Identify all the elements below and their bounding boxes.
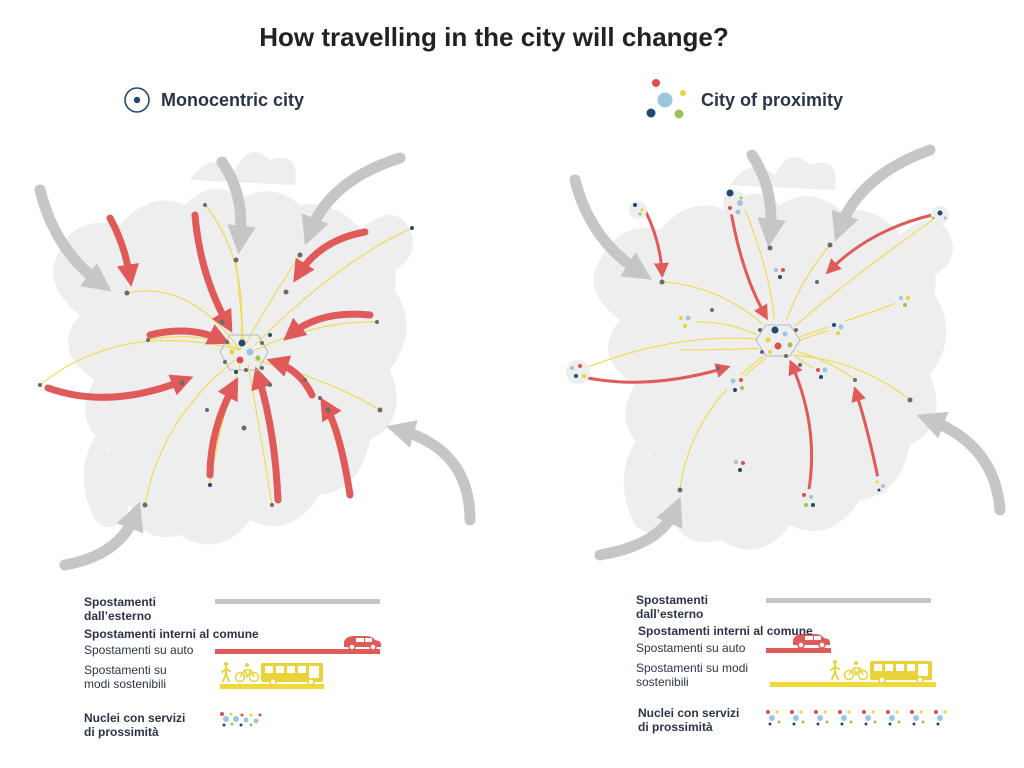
monocentric-icon xyxy=(123,86,151,114)
right-car-arrows xyxy=(586,203,934,497)
car-icon xyxy=(344,636,381,651)
nucleus-e2 xyxy=(828,318,848,338)
nucleus-ne xyxy=(931,206,949,224)
bicycle-icon xyxy=(843,661,869,681)
legend-car-label: Spostamenti su auto xyxy=(84,643,194,657)
left-car-arrows xyxy=(44,211,374,504)
sustainable-swatch xyxy=(770,682,936,687)
legend-internal-label: Spostamenti interni al comune xyxy=(638,624,813,638)
main-title: How travelling in the city will change? xyxy=(259,22,729,52)
right-city-shape xyxy=(593,157,953,550)
right-center-cluster xyxy=(755,318,801,362)
bus-icon xyxy=(870,661,932,684)
left-legend-graphics xyxy=(215,599,381,727)
nuclei-swatch xyxy=(220,712,262,727)
nucleus-nw xyxy=(629,201,647,219)
left-sustainable-lines xyxy=(39,204,413,506)
right-panel-title: City of proximity xyxy=(701,90,844,110)
nucleus-s1 xyxy=(730,455,750,475)
nucleus-n1 xyxy=(723,189,747,215)
bicycle-icon xyxy=(234,663,260,683)
bus-icon xyxy=(261,663,323,686)
external-swatch xyxy=(215,599,380,604)
pedestrian-icon xyxy=(830,660,840,680)
legend-nuclei-label: Nuclei con servizi di prossimità xyxy=(84,711,186,739)
right-external-arrows xyxy=(569,144,1006,561)
legend-car-label: Spostamenti su auto xyxy=(636,641,746,655)
legend-external-label: Spostamenti dall’esterno xyxy=(636,593,709,621)
legend-internal-label: Spostamenti interni al comune xyxy=(84,627,259,641)
nucleus-n2 xyxy=(771,264,789,282)
right-sustainable-lines xyxy=(579,209,941,491)
nuclei-swatch-row xyxy=(766,710,947,726)
left-panel-title: Monocentric city xyxy=(161,90,305,110)
left-center-cluster xyxy=(219,334,269,374)
nucleus-c1 xyxy=(726,374,748,396)
nucleus-e1 xyxy=(895,290,915,310)
right-proximity-nuclei xyxy=(566,189,949,511)
proximity-icon xyxy=(643,76,691,122)
right-dots xyxy=(659,242,913,493)
left-dots xyxy=(38,203,414,508)
nucleus-w1 xyxy=(676,312,696,332)
car-swatch xyxy=(766,648,831,653)
car-swatch xyxy=(215,649,380,654)
left-external-arrows xyxy=(34,152,476,571)
legend-sustainable-label: Spostamenti su modi sostenibili xyxy=(84,663,167,691)
nucleus-s2 xyxy=(797,489,819,511)
nucleus-se xyxy=(871,476,889,494)
legend-external-label: Spostamenti dall’esterno xyxy=(84,595,157,623)
legend-nuclei-label: Nuclei con servizi di prossimità xyxy=(638,706,740,734)
legend-sustainable-label: Spostamenti su modi sostenibili xyxy=(636,661,749,689)
sustainable-swatch xyxy=(220,684,324,689)
right-legend-graphics xyxy=(766,598,947,726)
pedestrian-icon xyxy=(221,662,231,682)
external-swatch xyxy=(766,598,931,603)
nucleus-w2 xyxy=(566,360,590,384)
left-city-shape xyxy=(53,152,413,545)
nucleus-c2 xyxy=(812,362,832,382)
